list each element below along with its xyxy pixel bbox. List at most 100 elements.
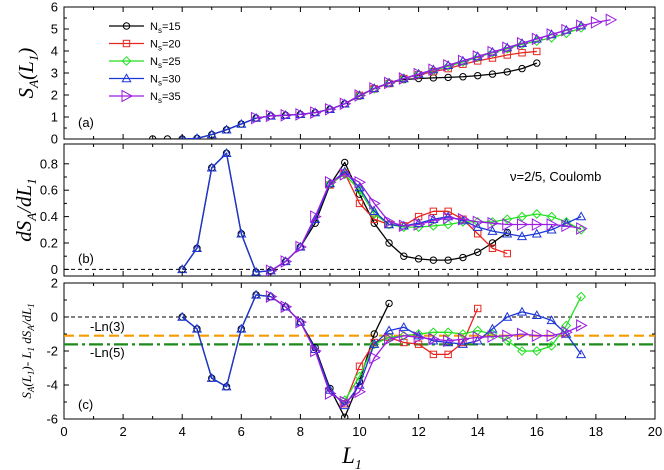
panel-b-data-point [341, 158, 349, 167]
panel-b-data-point [487, 225, 498, 235]
panel-b-annotation: ν=2/5, Coulomb [510, 169, 601, 184]
panel-c-data-point [339, 395, 352, 409]
panel-b-series-0 [178, 149, 511, 276]
panel-c-data-point [341, 413, 349, 419]
legend-label: Ns=15 [150, 21, 181, 35]
panel-c-data-point [457, 332, 470, 346]
panel-c-data-point [516, 306, 528, 316]
panel-a-data-point [428, 63, 440, 77]
panel-a-data-point [384, 76, 396, 90]
panel-b-data-point [414, 255, 423, 263]
panel-b-y-label: dSA/dL1 [12, 178, 39, 241]
panel-b-data-point [310, 210, 322, 223]
x-tick-label: 18 [589, 424, 603, 439]
panel-c-y-tick-label: -6 [46, 412, 58, 427]
panel-b-data-point [516, 231, 528, 241]
panel-b-data-point [369, 206, 380, 216]
panel-c-data-point [444, 350, 452, 359]
panel-b-data-point [236, 228, 247, 238]
panel-c-data-point [546, 329, 559, 343]
panel-c-data-point [385, 299, 393, 308]
panel-b-series-line [181, 152, 582, 273]
panel-c-data-point [369, 351, 381, 365]
legend-entry-1: Ns=20 [109, 39, 181, 53]
x-tick-label: 20 [648, 424, 662, 439]
panel-b-x-ticks [63, 144, 656, 276]
panel-c-label: (c) [78, 397, 93, 412]
panel-a-data-point [265, 109, 278, 123]
panel-b-data-point [443, 219, 454, 230]
panel-b-data-point [472, 221, 483, 231]
panel-b-data-point [251, 266, 262, 276]
panel-a-data-point [295, 108, 307, 121]
panel-c-series-line [181, 294, 390, 418]
panel-c-data-point [339, 400, 350, 410]
panel-b-data-point [280, 255, 293, 268]
panel-a-y-label: SA(L1) [14, 48, 41, 99]
panel-a-data-point [533, 59, 541, 67]
panel-b-data-point [206, 162, 217, 172]
panel-b-data-point [561, 219, 573, 233]
panel-a-data-point [443, 58, 455, 72]
panel-c-frame [63, 282, 656, 420]
panel-b-data-point [354, 175, 367, 189]
panel-a-data-point [339, 97, 352, 111]
panel-c-data-point [221, 381, 232, 391]
legend-entry-4: Ns=35 [109, 89, 181, 105]
panel-b-data-point [413, 218, 426, 231]
x-tick-label: 0 [60, 424, 67, 439]
legend-entry-2: Ns=25 [109, 56, 181, 70]
panel-c-data-point [383, 325, 395, 335]
panel-c-data-point [546, 315, 557, 325]
legend-marker [122, 39, 131, 48]
panel-a-data-point [590, 16, 603, 29]
panel-c: -6 -4 -2 0 2 (c) -Ln(3) -Ln(5) SA(L1)- L1 dS… [19, 276, 656, 427]
panel-c-y-tick-label: 0 [51, 310, 58, 325]
panel-b-data-point [546, 218, 559, 231]
panel-b-data-point [502, 218, 514, 231]
panel-b-data-point [517, 211, 527, 222]
panel-a-data-point [472, 50, 485, 63]
panel-a-data-point [221, 124, 232, 134]
panel-a-series-1 [355, 47, 541, 100]
panel-c-data-point [370, 330, 378, 338]
panel-b-data-point [398, 219, 411, 233]
panel-c-data-point [236, 323, 247, 333]
panel-b-series [177, 148, 588, 276]
panel-a-data-point [487, 45, 500, 59]
panel-b-data-point [487, 216, 500, 230]
panel-c-data-point [354, 379, 365, 389]
panel-c-y-ticks: -6 -4 -2 0 2 [46, 276, 655, 427]
panel-a-data-point [502, 41, 514, 55]
panel-b-data-point [576, 211, 587, 221]
panel-b-data-point [546, 211, 557, 222]
panel-b-y-ticks: 0 0.2 0.4 0.6 0.8 [40, 156, 655, 277]
panel-c-x-ticks [63, 283, 656, 419]
legend-entry-3: Ns=30 [109, 73, 181, 88]
panel-c-data-point [354, 385, 367, 399]
panel-b-data-point [400, 252, 408, 260]
x-axis-label: L1 [341, 443, 362, 470]
panel-c-data-point [576, 319, 588, 332]
panel-a-data-point [444, 73, 452, 82]
panel-b-data-point [295, 240, 307, 254]
panel-b-data-point [384, 215, 396, 229]
panel-b-data-point [503, 249, 511, 258]
legend-label: Ns=35 [150, 91, 181, 105]
panel-c-reference-lines [64, 316, 655, 346]
panel-c-data-point [472, 335, 483, 345]
panel-a-y-tick-label: 1 [51, 110, 58, 125]
panel-c-data-point [324, 387, 337, 400]
panel-b-data-point [546, 224, 557, 234]
panel-a-data-point [280, 108, 293, 122]
panel-c-series [177, 289, 588, 419]
panel-a-label: (a) [78, 115, 94, 130]
panel-c-series-line [270, 296, 582, 403]
panel-c-data-point [546, 340, 557, 351]
panel-a-y-tick-label: 6 [51, 0, 58, 15]
x-tick-label: 14 [470, 424, 484, 439]
panel-a-data-point [517, 36, 529, 50]
panel-b-data-point [488, 239, 497, 247]
panel-b-series-4 [265, 168, 588, 276]
